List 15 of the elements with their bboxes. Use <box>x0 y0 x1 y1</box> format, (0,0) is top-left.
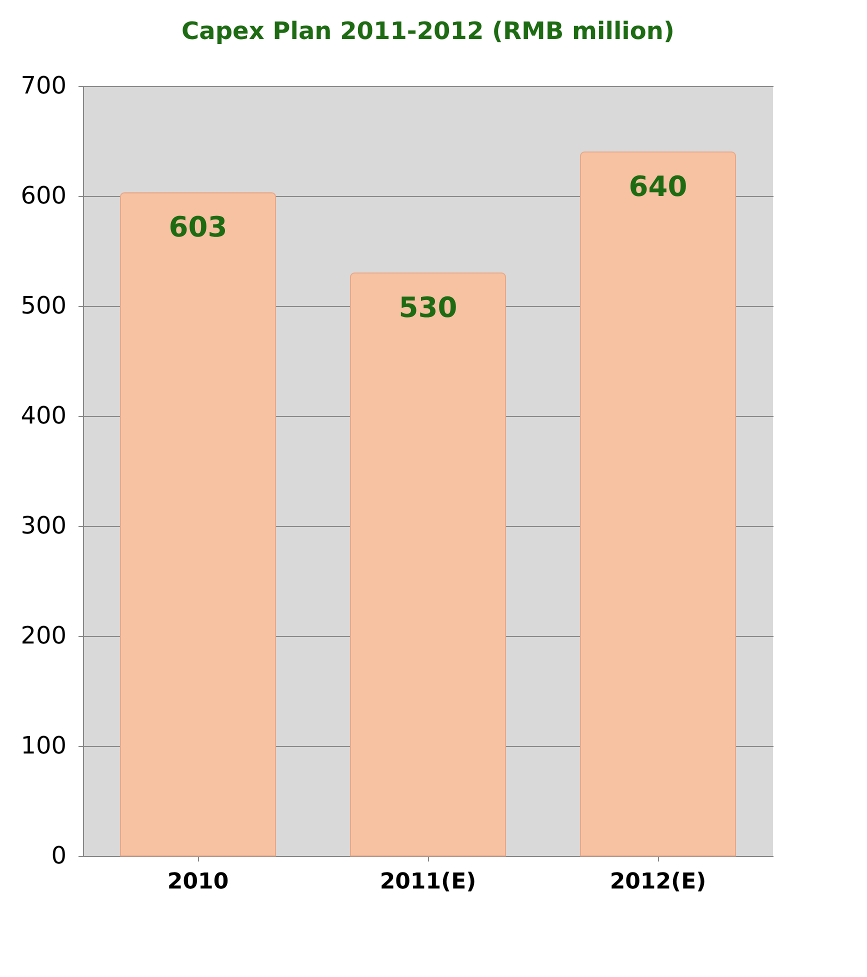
chart-title: Capex Plan 2011-2012 (RMB million) <box>182 17 674 45</box>
x-tick-label: 2010 <box>167 870 229 894</box>
data-label: 530 <box>398 291 458 324</box>
y-tick-label: 300 <box>20 512 66 540</box>
y-tick-label: 700 <box>20 72 66 100</box>
data-label: 603 <box>168 210 228 244</box>
data-label: 640 <box>628 170 688 203</box>
x-tick-label: 2012(E) <box>610 870 706 894</box>
y-tick-label: 500 <box>20 292 66 320</box>
y-tick-label: 200 <box>20 622 66 650</box>
y-tick-label: 400 <box>20 402 66 430</box>
y-tick-label: 0 <box>51 842 66 870</box>
y-tick-label: 600 <box>20 182 66 210</box>
y-tick-label: 100 <box>20 732 66 760</box>
x-tick-label: 2011(E) <box>380 870 476 894</box>
